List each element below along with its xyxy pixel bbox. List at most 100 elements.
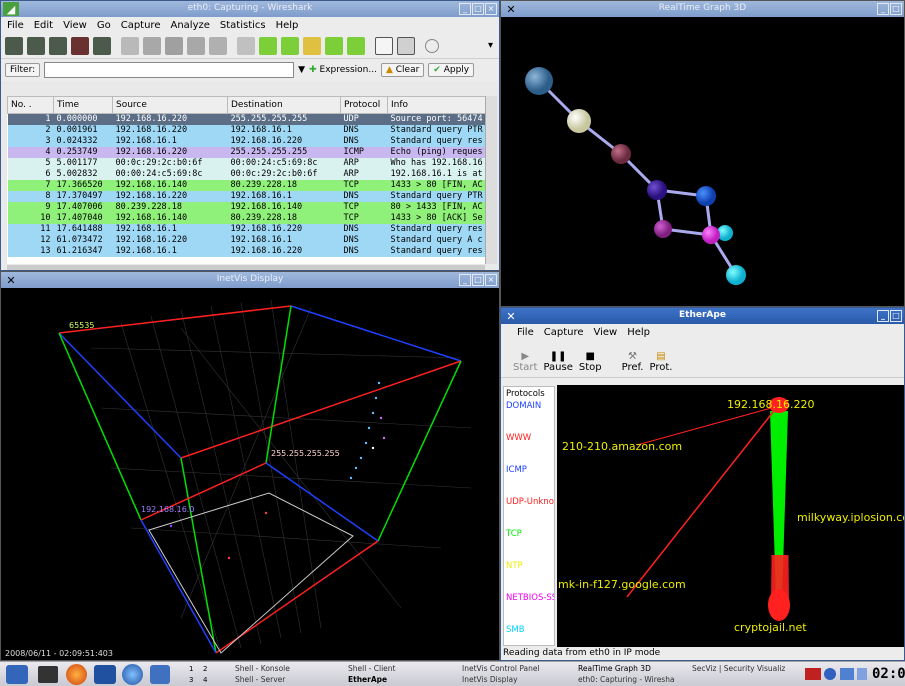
inetvis-canvas[interactable]: 65535 255.255.255.255 192.168.16.0 xyxy=(1,288,499,660)
kde-menu-icon[interactable] xyxy=(6,665,28,684)
graph-node[interactable] xyxy=(654,220,672,238)
node-main[interactable] xyxy=(769,397,789,413)
task-wireshark[interactable]: eth0: Capturing - Wiresha xyxy=(578,675,675,684)
ea-menu-view[interactable]: View xyxy=(593,326,618,338)
apply-button[interactable]: ✔ Apply xyxy=(428,63,475,77)
filter-dropdown-icon[interactable]: ▼ xyxy=(298,65,306,75)
menu-view[interactable]: View xyxy=(63,19,87,31)
tray-volume-icon[interactable] xyxy=(824,668,836,680)
packet-row[interactable]: 12 61.073472 192.168.16.220 192.168.16.1 DNS… xyxy=(7,234,491,246)
protocol-item[interactable]: NTP xyxy=(506,561,523,571)
desktop-1[interactable]: 1 xyxy=(189,665,194,673)
protocol-item[interactable]: WWW xyxy=(506,433,532,443)
first-packet-icon[interactable] xyxy=(325,36,343,55)
desktop-3[interactable]: 3 xyxy=(189,676,194,684)
packet-row[interactable]: 9 17.407006 80.239.228.18 192.168.16.140 TCP… xyxy=(7,201,491,213)
print-icon[interactable] xyxy=(209,36,227,55)
graph-node[interactable] xyxy=(525,67,553,95)
stop-capture-icon[interactable] xyxy=(71,36,89,55)
protocol-item[interactable]: UDP-Unknown xyxy=(506,497,554,507)
packet-row[interactable]: 11 17.641488 192.168.16.1 192.168.16.220 DNS… xyxy=(7,223,491,235)
goto-icon[interactable] xyxy=(303,36,321,55)
packet-row[interactable]: 8 17.370497 192.168.16.220 192.168.16.1 DNS S… xyxy=(7,190,491,202)
packet-row[interactable]: 13 61.216347 192.168.16.1 192.168.16.220 DNS… xyxy=(7,245,491,257)
column-header[interactable]: No. . xyxy=(7,96,54,114)
desktop-2[interactable]: 2 xyxy=(203,665,208,673)
wireshark-titlebar[interactable]: ◢ eth0: Capturing - Wireshark _ □ × xyxy=(1,1,499,17)
task-inetvis-control[interactable]: InetVis Control Panel xyxy=(462,664,540,673)
packet-row[interactable]: 1 0.000000 192.168.16.220 255.255.255.255 UD… xyxy=(7,113,491,125)
desktop-pager[interactable]: 1 2 3 4 xyxy=(186,664,216,685)
packet-row[interactable]: 2 0.001961 192.168.16.220 192.168.16.1 DNS St… xyxy=(7,124,491,136)
protocol-item[interactable]: SMB xyxy=(506,625,525,635)
find-icon[interactable] xyxy=(237,36,255,55)
task-shell-client[interactable]: Shell - Client xyxy=(348,664,396,673)
filter-button[interactable]: Filter: xyxy=(5,63,41,77)
filter-input[interactable] xyxy=(44,62,295,78)
task-secviz[interactable]: SecViz | Security Visualiz xyxy=(692,664,786,673)
desktop-4[interactable]: 4 xyxy=(203,676,208,684)
ea-menu-file[interactable]: File xyxy=(517,326,534,338)
minimize-icon[interactable]: _ xyxy=(459,3,471,15)
task-shell-konsole[interactable]: Shell - Konsole xyxy=(235,664,290,673)
maximize-icon[interactable]: □ xyxy=(472,274,484,286)
graph-node[interactable] xyxy=(611,144,631,164)
menu-help[interactable]: Help xyxy=(275,19,299,31)
packet-row[interactable]: 6 5.002832 00:00:24:c5:69:8c 00:0c:29:2c:b0… xyxy=(7,168,491,180)
clock[interactable]: 02:0 xyxy=(872,666,905,682)
close-icon[interactable]: × xyxy=(485,3,497,15)
graph-node[interactable] xyxy=(647,180,667,200)
monitor-icon[interactable] xyxy=(94,665,116,684)
autoscroll-icon[interactable] xyxy=(397,36,415,55)
packet-row[interactable]: 5 5.001177 00:0c:29:2c:b0:6f 00:00:24:c5:69… xyxy=(7,157,491,169)
close-icon[interactable]: × xyxy=(485,274,497,286)
terminal-icon[interactable] xyxy=(38,666,58,683)
stop-button[interactable]: ■ Stop xyxy=(578,351,602,373)
maximize-icon[interactable]: □ xyxy=(890,310,902,322)
firefox-icon[interactable] xyxy=(66,664,87,685)
ea-menu-capture[interactable]: Capture xyxy=(543,326,584,338)
packet-list[interactable]: No. . Time Source Destination Protocol Info 1… xyxy=(7,96,491,264)
menu-capture[interactable]: Capture xyxy=(120,19,161,31)
etherape-titlebar[interactable]: ✕ EtherApe _ □ xyxy=(501,308,904,324)
options-icon[interactable] xyxy=(27,36,45,55)
task-inetvis-display[interactable]: InetVis Display xyxy=(462,675,518,684)
last-packet-icon[interactable] xyxy=(347,36,365,55)
minimize-icon[interactable]: _ xyxy=(459,274,471,286)
task-etherape[interactable]: EtherApe xyxy=(348,675,388,684)
clear-button[interactable]: ▲ Clear xyxy=(380,63,425,77)
realtime-graph-canvas[interactable] xyxy=(501,17,905,307)
realtime-titlebar[interactable]: ✕ RealTime Graph 3D _ □ xyxy=(501,1,904,17)
protocol-item[interactable]: NETBIOS-SSN xyxy=(506,593,554,603)
restart-capture-icon[interactable] xyxy=(93,36,111,55)
graph-node[interactable] xyxy=(567,109,591,133)
network-icon[interactable] xyxy=(122,664,143,685)
reload-icon[interactable] xyxy=(187,36,205,55)
minimize-icon[interactable]: _ xyxy=(877,310,889,322)
packet-list-hscroll[interactable] xyxy=(7,265,485,270)
graph-node[interactable] xyxy=(717,225,733,241)
expression-button[interactable]: ✚ Expression... xyxy=(309,65,377,75)
zoom-in-icon[interactable] xyxy=(425,38,439,53)
tray-keyboard-icon[interactable] xyxy=(805,668,821,680)
packet-list-vscroll[interactable] xyxy=(485,96,497,264)
tray-network-icon[interactable] xyxy=(857,668,867,680)
start-capture-icon[interactable] xyxy=(49,36,67,55)
tray-display-icon[interactable] xyxy=(840,668,854,680)
task-realtime-graph[interactable]: RealTime Graph 3D xyxy=(578,664,651,673)
node-crypto[interactable] xyxy=(768,589,790,621)
inetvis-titlebar[interactable]: ✕ InetVis Display _ □ × xyxy=(1,272,499,288)
menu-go[interactable]: Go xyxy=(96,19,111,31)
column-header[interactable]: Info xyxy=(387,96,491,114)
back-icon[interactable] xyxy=(259,36,277,55)
maximize-icon[interactable]: □ xyxy=(890,3,902,15)
packet-row[interactable]: 4 0.253749 192.168.16.220 255.255.255.255 IC… xyxy=(7,146,491,158)
tools-app-icon[interactable] xyxy=(150,665,170,684)
save-icon[interactable] xyxy=(143,36,161,55)
open-icon[interactable] xyxy=(121,36,139,55)
colorize-icon[interactable] xyxy=(375,36,393,55)
protocol-item[interactable]: TCP xyxy=(506,529,522,539)
packet-row[interactable]: 10 17.407040 192.168.16.140 80.239.228.18 TC… xyxy=(7,212,491,224)
protocol-item[interactable]: ICMP xyxy=(506,465,527,475)
column-header[interactable]: Destination xyxy=(227,96,341,114)
